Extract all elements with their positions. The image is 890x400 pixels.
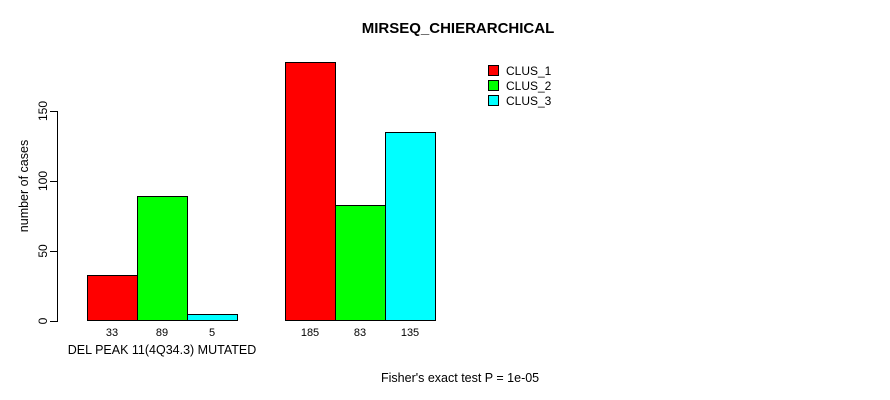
legend-item-clus-2: CLUS_2 [488,78,551,93]
bar-clus_3-group1 [187,314,238,321]
y-axis-tick [50,111,58,112]
chart-title: MIRSEQ_CHIERARCHICAL [361,20,555,37]
legend-label-clus-1: CLUS_1 [506,63,552,78]
y-axis-tick [50,181,58,182]
y-axis-tick-label: 50 [36,244,50,258]
bar-value-label: 33 [105,327,119,339]
legend: CLUS_1 CLUS_2 CLUS_3 [488,63,551,108]
y-axis-tick-label: 0 [36,317,50,325]
bar-clus_1-group1 [87,275,138,321]
y-axis-tick-label: 150 [36,100,50,122]
y-axis-tick [50,251,58,252]
y-axis-line [57,111,58,322]
bar-clus_2-group2 [335,205,386,321]
bar-clus_1-group2 [285,62,336,321]
bar-value-label: 83 [353,327,367,339]
legend-label-clus-2: CLUS_2 [506,78,552,93]
bar-value-label: 5 [208,327,216,339]
bar-value-label: 135 [400,327,420,339]
y-axis-label: number of cases [17,139,31,233]
legend-label-clus-3: CLUS_3 [506,93,552,108]
bar-value-label: 185 [300,327,320,339]
bar-clus_3-group2 [385,132,436,321]
legend-swatch-clus-2 [488,80,499,91]
bar-clus_2-group1 [137,196,188,321]
legend-swatch-clus-1 [488,65,499,76]
y-axis-tick [50,321,58,322]
legend-swatch-clus-3 [488,95,499,106]
y-axis-tick-label: 100 [36,170,50,192]
legend-item-clus-3: CLUS_3 [488,93,551,108]
x-axis-group-label: DEL PEAK 11(4Q34.3) MUTATED [67,343,257,357]
pvalue-annotation: Fisher's exact test P = 1e-05 [381,371,540,385]
bar-value-label: 89 [155,327,169,339]
legend-item-clus-1: CLUS_1 [488,63,551,78]
